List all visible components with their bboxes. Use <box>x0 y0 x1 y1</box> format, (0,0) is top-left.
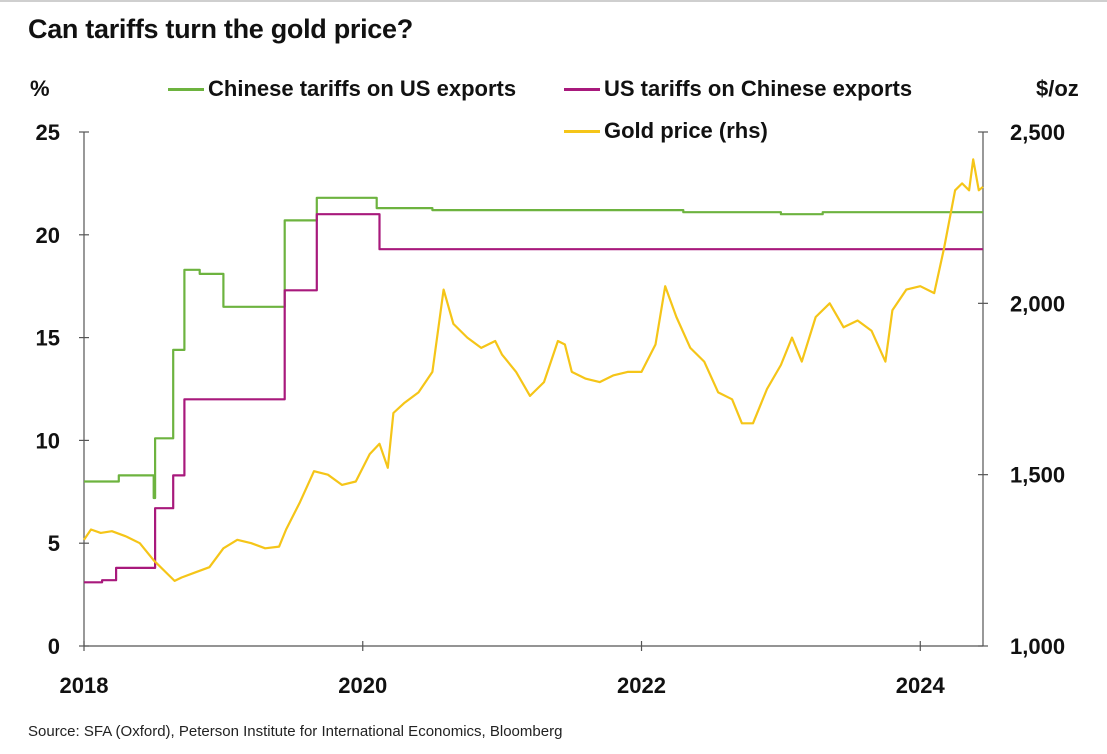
legend-item-gold-price: Gold price (rhs) <box>564 118 768 144</box>
top-rule <box>0 0 1107 2</box>
x-tick-label: 2022 <box>617 673 666 698</box>
x-tick-label: 2024 <box>896 673 946 698</box>
left-tick-label: 10 <box>36 428 60 453</box>
left-tick-label: 25 <box>36 120 60 145</box>
series-line-us-tariffs-on-chinese-exports <box>84 213 983 584</box>
legend-swatch-gold-price <box>564 129 600 133</box>
x-tick-label: 2018 <box>60 673 109 698</box>
source-note: Source: SFA (Oxford), Peterson Institute… <box>28 723 563 740</box>
legend-item-chinese-tariffs: Chinese tariffs on US exports <box>168 76 516 102</box>
legend-swatch-us-tariffs <box>564 87 600 91</box>
right-tick-label: 2,000 <box>1010 291 1065 316</box>
legend-label-chinese-tariffs: Chinese tariffs on US exports <box>208 76 517 101</box>
right-tick-label: 1,500 <box>1010 463 1065 488</box>
right-axis-unit: $/oz <box>1036 76 1079 101</box>
legend-label-us-tariffs: US tariffs on Chinese exports <box>604 76 913 101</box>
legend-item-us-tariffs: US tariffs on Chinese exports <box>564 76 912 102</box>
left-tick-label: 20 <box>36 223 60 248</box>
chart-title: Can tariffs turn the gold price? <box>28 14 413 44</box>
left-tick-label: 15 <box>36 326 60 351</box>
left-tick-label: 0 <box>48 634 60 659</box>
series-line-gold-price-rhs <box>83 158 984 582</box>
x-tick-label: 2020 <box>338 673 387 698</box>
legend-label-gold-price: Gold price (rhs) <box>604 118 768 143</box>
series-line-chinese-tariffs-on-us-exports <box>84 196 983 500</box>
legend-swatch-chinese-tariffs <box>168 87 204 91</box>
right-tick-label: 2,500 <box>1010 120 1065 145</box>
left-axis-unit: % <box>30 76 50 101</box>
right-tick-label: 1,000 <box>1010 634 1065 659</box>
left-tick-label: 5 <box>48 531 60 556</box>
